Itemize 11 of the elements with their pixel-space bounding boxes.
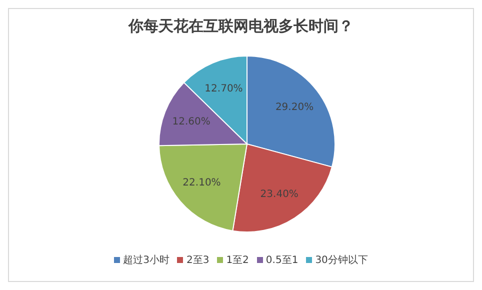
legend-label: 2至3 (185, 254, 210, 267)
data-label: 23.40% (260, 188, 298, 200)
chart-title: 你每天花在互联网电视多长时间？ (127, 17, 354, 37)
data-label: 12.60% (172, 116, 210, 128)
data-label: 29.20% (275, 102, 314, 114)
legend-label: 超过3小时 (122, 254, 170, 267)
data-label: 12.70% (204, 83, 243, 94)
legend-label: 30分钟以下 (314, 254, 368, 267)
legend-label: 0.5至1 (264, 254, 298, 267)
legend-label: 1至2 (225, 254, 249, 267)
data-label: 22.10% (182, 178, 221, 189)
